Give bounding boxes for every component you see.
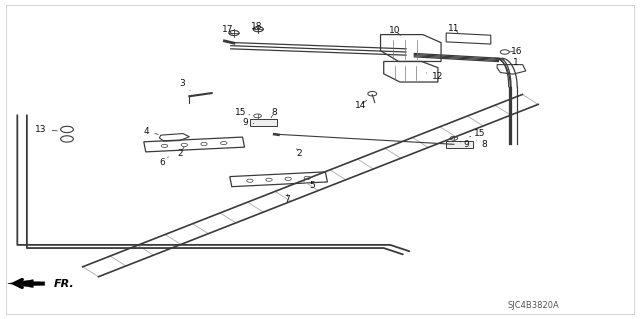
Text: 9: 9 — [460, 140, 469, 149]
Text: 11: 11 — [448, 24, 460, 33]
Text: 8: 8 — [476, 140, 487, 149]
Polygon shape — [8, 280, 45, 287]
Text: 10: 10 — [390, 26, 401, 35]
Text: 7: 7 — [284, 194, 290, 204]
Text: 6: 6 — [159, 157, 168, 167]
Text: 8: 8 — [271, 108, 277, 118]
Text: 18: 18 — [250, 22, 262, 32]
Text: 4: 4 — [144, 127, 158, 136]
Text: 14: 14 — [355, 100, 367, 110]
FancyBboxPatch shape — [250, 119, 276, 126]
Text: 12: 12 — [426, 72, 444, 81]
Text: 5: 5 — [304, 181, 316, 190]
Text: 2: 2 — [296, 149, 303, 158]
Text: 2: 2 — [177, 147, 184, 158]
Text: SJC4B3820A: SJC4B3820A — [508, 301, 559, 310]
Text: 15: 15 — [235, 108, 250, 117]
Text: FR.: FR. — [54, 279, 74, 289]
Text: 9: 9 — [242, 118, 253, 127]
Text: 15: 15 — [470, 129, 485, 138]
Text: 17: 17 — [222, 25, 234, 34]
Text: 13: 13 — [35, 125, 58, 134]
Text: 1: 1 — [507, 58, 519, 67]
FancyBboxPatch shape — [446, 141, 473, 148]
Text: 16: 16 — [509, 47, 522, 56]
Text: 3: 3 — [179, 79, 190, 91]
